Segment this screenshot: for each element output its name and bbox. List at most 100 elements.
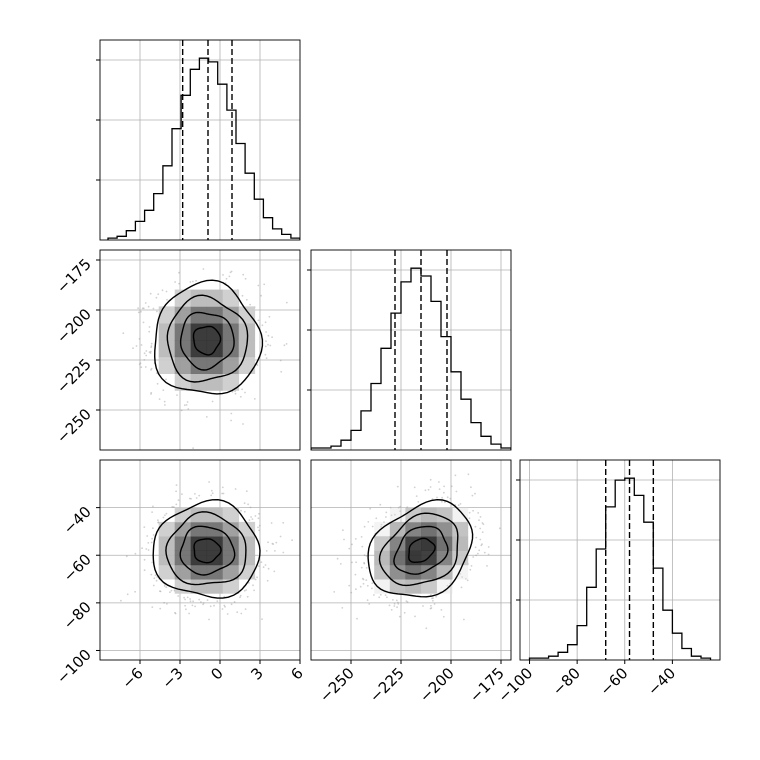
joint-panel-0-2-scatter-point-665 xyxy=(252,584,254,587)
joint-panel-1-2-scatter-point-959 xyxy=(430,607,433,609)
joint-panel-0-2-scatter-point-284 xyxy=(206,599,209,601)
joint-panel-0-2-density-cell-4-3 xyxy=(190,564,208,580)
joint-panel-0-1-scatter-point-442 xyxy=(263,283,266,286)
joint-panel-1-2-density-cell-5-6 xyxy=(421,521,437,537)
hist-panel-2-xtick-label-1: −80 xyxy=(549,664,584,699)
joint-panel-0-2-density-cell-5-2 xyxy=(206,579,224,594)
joint-panel-0-2-scatter-point-540 xyxy=(221,608,224,610)
joint-panel-0-2-scatter-point-1041 xyxy=(157,521,160,524)
joint-panel-1-2-xtick-label-1: −225 xyxy=(366,664,408,706)
joint-panel-0-2-scatter-point-145 xyxy=(155,579,158,582)
joint-panel-0-1-scatter-point-669 xyxy=(241,294,244,297)
joint-panel-0-2-xtick-label-3: 3 xyxy=(247,664,266,683)
joint-panel-0-1-density-cell-2-4 xyxy=(158,340,176,358)
joint-panel-0-1-scatter-point-896 xyxy=(265,331,267,333)
joint-panel-0-2-scatter-point-929 xyxy=(270,522,273,524)
joint-panel-0-2-scatter-point-256 xyxy=(153,577,156,580)
joint-panel-0-1-scatter-point-333 xyxy=(149,352,152,354)
joint-panel-0-1-scatter-point-215 xyxy=(164,404,166,406)
joint-panel-1-2-density-cell-5-7 xyxy=(421,507,437,523)
joint-panel-1-2-scatter-point-798 xyxy=(366,584,369,587)
joint-panel-1-2-scatter-point-269 xyxy=(468,517,471,520)
joint-panel-1-2-density-cell-6-6 xyxy=(436,521,453,537)
joint-panel-0-1-scatter-point-991 xyxy=(142,307,145,310)
joint-panel-1-2-scatter-point-1067 xyxy=(390,514,393,517)
joint-panel-0-2-scatter-point-592 xyxy=(248,582,250,584)
joint-panel-0-1-scatter-point-893 xyxy=(250,243,252,245)
joint-panel-0-2-scatter-point-832 xyxy=(189,598,192,600)
joint-panel-1-2-scatter-point-1046 xyxy=(406,601,409,604)
joint-panel-0-2-scatter-point-162 xyxy=(223,604,226,607)
joint-panel-1-2-scatter-point-39 xyxy=(487,553,490,556)
joint-panel-1-2-scatter-point-571 xyxy=(474,492,476,495)
joint-panel-0-1-scatter-point-771 xyxy=(178,271,180,274)
joint-panel-1-2-scatter-point-780 xyxy=(375,517,378,520)
joint-panel-1-2-scatter-point-104 xyxy=(481,543,483,546)
joint-panel-1-2-scatter-point-219 xyxy=(481,522,484,524)
joint-panel-0-2-scatter-point-303 xyxy=(194,605,197,608)
joint-panel-1-2-density-cell-7-5 xyxy=(452,536,469,551)
joint-panel-1-2-scatter-point-233 xyxy=(371,582,374,585)
joint-panel-1-2-density-cell-4-4 xyxy=(405,550,422,566)
joint-panel-1-2-density-cell-6-7 xyxy=(436,507,453,523)
joint-panel-0-1-scatter-point-449 xyxy=(143,359,146,361)
joint-panel-0-2-scatter-point-243 xyxy=(265,550,268,552)
joint-panel-1-2-scatter-point-1013 xyxy=(450,485,453,488)
joint-panel-1-2-scatter-point-263 xyxy=(471,494,474,497)
joint-panel-1-2-scatter-point-545 xyxy=(365,555,368,557)
hist-panel-0 xyxy=(96,39,301,241)
joint-panel-1-2-scatter-point-817 xyxy=(359,585,362,588)
joint-panel-0-1-scatter-point-622 xyxy=(211,400,214,403)
joint-panel-0-1-density-cell-6-5 xyxy=(222,323,240,341)
joint-panel-0-1-scatter-point-146 xyxy=(148,330,151,333)
joint-panel-0-2-scatter-point-562 xyxy=(239,594,242,597)
joint-panel-0-1-scatter-point-363 xyxy=(162,389,165,391)
joint-panel-1-2-scatter-point-416 xyxy=(362,582,365,585)
joint-panel-0-1-ytick-label-0: −250 xyxy=(53,405,95,447)
joint-panel-0-2-scatter-point-369 xyxy=(261,618,263,620)
joint-panel-0-2-scatter-point-1050 xyxy=(188,497,191,500)
joint-panel-1-2-scatter-point-114 xyxy=(514,478,516,480)
hist-panel-1-histogram-step xyxy=(311,267,511,450)
joint-panel-1-2-scatter-point-864 xyxy=(444,501,446,504)
joint-panel-1-2-scatter-point-808 xyxy=(390,609,393,611)
hist-panel-2-xtick-label-2: −60 xyxy=(596,664,631,699)
joint-panel-0-2-scatter-point-942 xyxy=(171,505,174,508)
hist-panel-1 xyxy=(307,249,512,451)
joint-panel-0-1-density-cell-6-4 xyxy=(222,340,240,358)
joint-panel-0-1-density-cell-3-3 xyxy=(174,356,192,374)
joint-panel-0-2-scatter-point-504 xyxy=(163,601,166,604)
joint-panel-0-2-contour-0 xyxy=(193,538,222,564)
joint-panel-0-2-density-cell-7-6 xyxy=(238,521,256,537)
joint-panel-0-1-scatter-point-347 xyxy=(257,284,260,287)
joint-panel-1-2-scatter-point-1044 xyxy=(470,565,473,567)
joint-panel-0-1-scatter-point-743 xyxy=(158,398,161,400)
joint-panel-0-1-density-cell-2-5 xyxy=(158,323,176,341)
joint-panel-0-1-scatter-point-519 xyxy=(150,367,153,370)
joint-panel-0-2-density-cell-6-7 xyxy=(222,507,240,523)
joint-panel-0-1-scatter-point-654 xyxy=(150,346,153,349)
joint-panel-1-2-scatter-point-535 xyxy=(441,496,443,499)
joint-panel-1-2-scatter-point-1078 xyxy=(378,596,381,599)
joint-panel-1-2-scatter-point-888 xyxy=(415,495,418,497)
joint-panel-1-2-density-cell-7-7 xyxy=(452,507,469,523)
joint-panel-1-2-scatter-point-496 xyxy=(483,551,486,554)
joint-panel-0-1-scatter-point-543 xyxy=(285,301,288,304)
joint-panel-0-1-density xyxy=(158,289,256,391)
joint-panel-0-2-contour-2 xyxy=(165,511,247,586)
joint-panel-1-2-scatter-point-101 xyxy=(432,599,434,602)
joint-panel-1-2-scatter-point-385 xyxy=(433,603,436,605)
joint-panel-1-2-scatter-point-618 xyxy=(363,562,366,565)
joint-panel-1-2-scatter-point-398 xyxy=(399,505,402,508)
joint-panel-1-2-scatter-point-955 xyxy=(360,566,363,569)
joint-panel-0-2 xyxy=(96,459,301,664)
joint-panel-1-2-scatter-point-920 xyxy=(430,594,432,596)
joint-panel-1-2-scatter-point-600 xyxy=(431,597,433,600)
joint-panel-1-2-scatter-point-117 xyxy=(403,611,406,614)
joint-panel-0-1-density-cell-3-2 xyxy=(174,373,192,391)
hist-panel-1-plot-area xyxy=(311,250,511,450)
joint-panel-0-2-scatter-point-646 xyxy=(165,512,168,515)
joint-panel-1-2-scatter-point-310 xyxy=(422,605,424,607)
joint-panel-0-2-scatter-point-111 xyxy=(202,603,205,606)
joint-panel-0-1-scatter-point-828 xyxy=(137,311,140,314)
